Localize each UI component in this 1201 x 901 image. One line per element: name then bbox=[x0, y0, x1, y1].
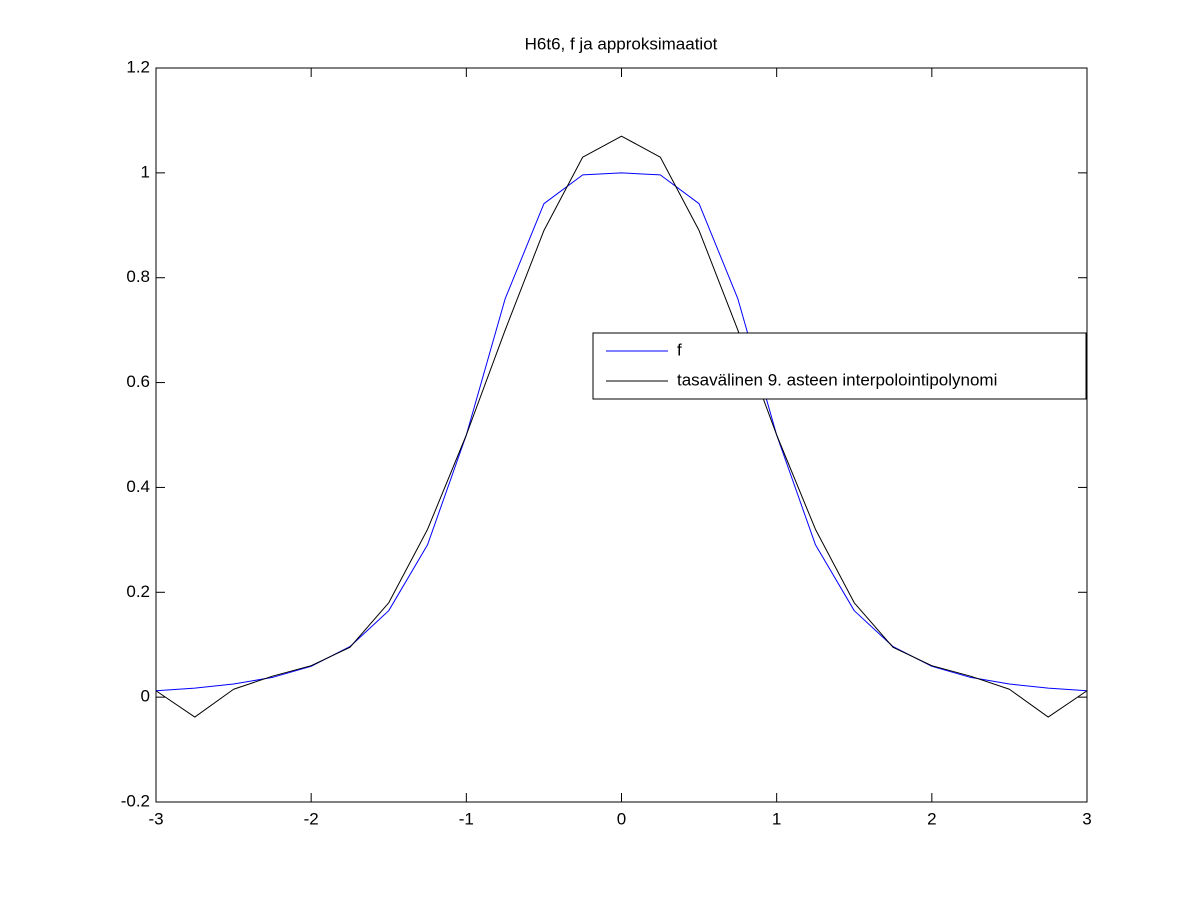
x-tick-label: 0 bbox=[617, 809, 626, 828]
y-tick-label: 0.8 bbox=[126, 267, 150, 286]
legend-label: tasavälinen 9. asteen interpolointipolyn… bbox=[677, 370, 997, 389]
x-tick-label: -3 bbox=[148, 809, 163, 828]
y-tick-label: 0.4 bbox=[126, 477, 150, 496]
y-tick-label: 1.2 bbox=[126, 57, 150, 76]
series-line bbox=[155, 172, 1088, 692]
y-tick-label: -0.2 bbox=[121, 791, 150, 810]
x-tick-label: 3 bbox=[1082, 809, 1091, 828]
series-line bbox=[155, 135, 1088, 718]
x-tick-label: -1 bbox=[459, 809, 474, 828]
x-tick-label: 2 bbox=[927, 809, 936, 828]
legend-label: f bbox=[677, 340, 682, 359]
y-tick-label: 0.2 bbox=[126, 582, 150, 601]
x-tick-label: 1 bbox=[772, 809, 781, 828]
chart-title: H6t6, f ja approksimaatiot bbox=[525, 34, 718, 53]
y-tick-label: 0.6 bbox=[126, 372, 150, 391]
y-tick-label: 1 bbox=[141, 162, 150, 181]
legend-box bbox=[592, 332, 1087, 400]
y-tick-label: 0 bbox=[141, 687, 150, 706]
x-tick-label: -2 bbox=[304, 809, 319, 828]
